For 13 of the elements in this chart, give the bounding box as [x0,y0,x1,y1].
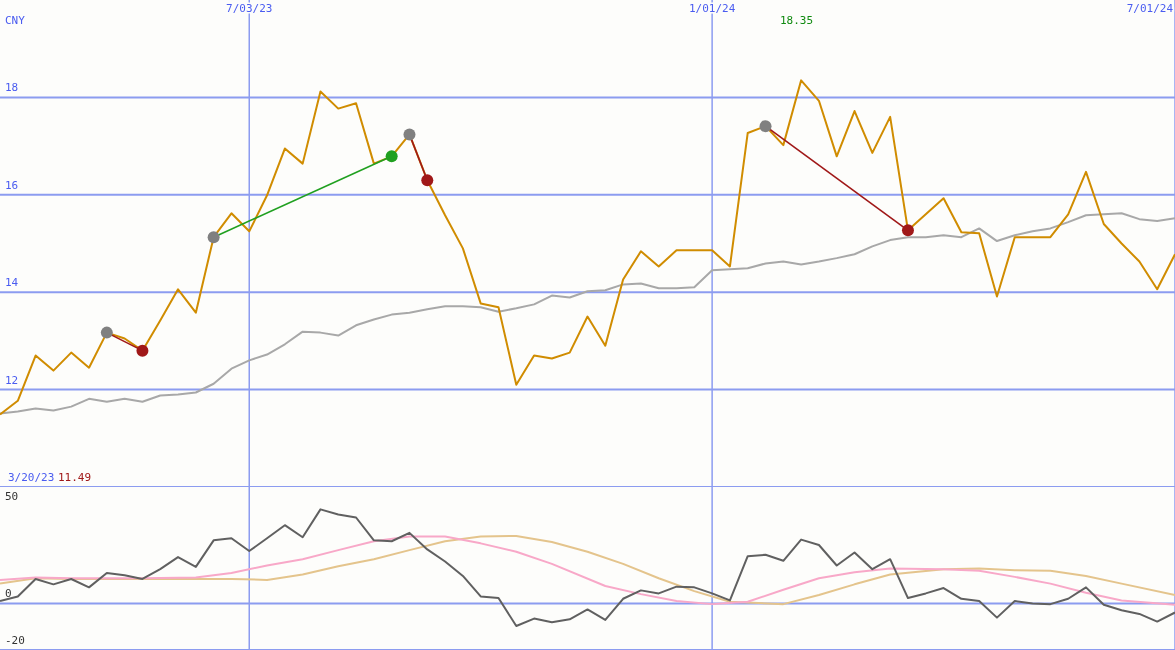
x-tick-label: 7/01/24 [1126,2,1174,15]
y-tick-label: -20 [5,634,25,647]
x-tick-label: 1/01/24 [688,2,736,15]
y-tick-label: 12 [5,373,19,387]
annotation: 3/20/23 [8,471,55,484]
y-tick-label: 50 [5,490,19,503]
y-tick-label: 0 [5,587,12,601]
y-axis-title: CNY [5,14,26,27]
y-tick-label: 16 [5,178,19,192]
annotation: 11.49 [58,471,92,484]
annotation: 18.35 [780,14,814,27]
y-tick-label: 18 [5,81,19,95]
y-tick-label: 14 [5,276,19,290]
